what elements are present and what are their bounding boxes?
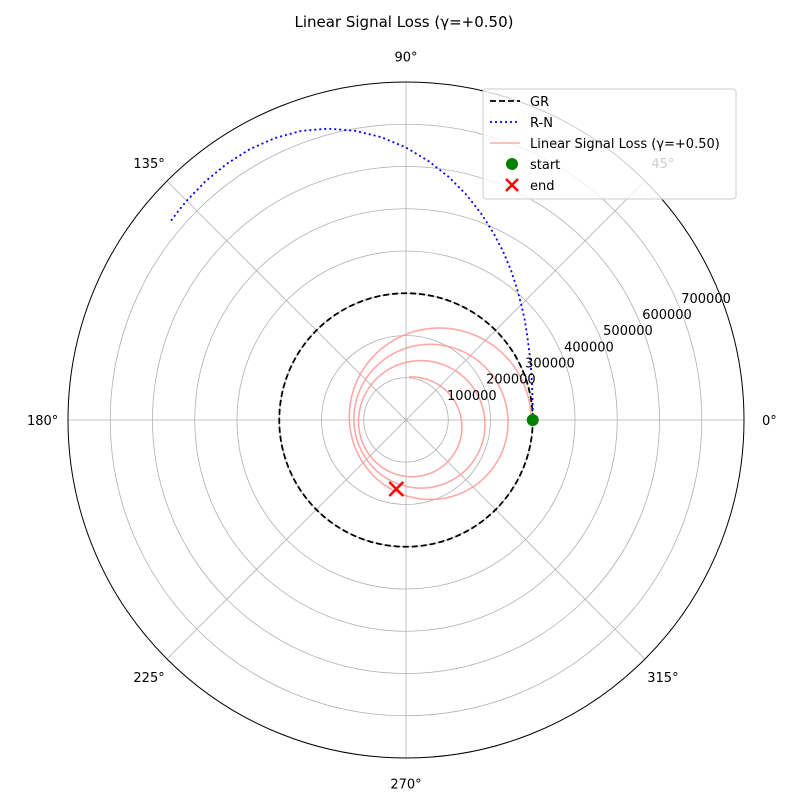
plot-area (169, 127, 539, 548)
angle-tick-label: 270° (390, 777, 421, 792)
radial-tick-label: 600000 (642, 308, 692, 323)
radial-tick-label: 500000 (603, 324, 653, 339)
polar-frame (67, 81, 745, 759)
end-marker (388, 481, 405, 497)
angle-tick-label: 225° (133, 671, 164, 686)
tick-labels: 0°45°90°135°180°225°270°315°100000200000… (27, 51, 777, 793)
legend-entry: start (506, 158, 560, 173)
legend-label: end (530, 179, 555, 194)
chart-title: Linear Signal Loss (γ=+0.50) (294, 13, 513, 31)
legend-entry: end (505, 178, 555, 194)
angle-tick-label: 90° (394, 51, 417, 66)
legend-swatch (506, 158, 518, 170)
legend-label: start (530, 158, 560, 173)
legend-entry: R-N (490, 116, 553, 131)
radial-tick-label: 100000 (447, 389, 497, 404)
legend-swatch (505, 178, 519, 192)
angular-grid-line (405, 180, 646, 421)
angle-tick-label: 135° (133, 157, 164, 172)
radial-tick-label: 300000 (525, 356, 575, 371)
legend-entry: Linear Signal Loss (γ=+0.50) (490, 137, 720, 152)
series-linear-signal-loss-0-50 (348, 327, 534, 501)
legend: GR R-N Linear Signal Loss (γ=+0.50) start en… (482, 88, 737, 200)
angle-tick-label: 0° (762, 414, 777, 429)
legend-entry: GR (490, 95, 549, 110)
angular-grid-line (166, 180, 407, 421)
angular-grid-line (405, 419, 646, 660)
legend-frame (482, 88, 737, 200)
radial-tick-label: 700000 (681, 292, 731, 307)
series-gr (278, 292, 534, 548)
start-marker (526, 414, 539, 426)
angle-tick-label: 180° (27, 414, 58, 429)
legend-label: Linear Signal Loss (γ=+0.50) (530, 137, 720, 152)
legend-label: R-N (530, 116, 553, 131)
radial-tick-label: 200000 (486, 373, 536, 388)
angle-tick-label: 315° (647, 671, 678, 686)
series-r-n (169, 127, 534, 421)
radial-tick-label: 400000 (564, 340, 614, 355)
legend-label: GR (530, 95, 549, 110)
